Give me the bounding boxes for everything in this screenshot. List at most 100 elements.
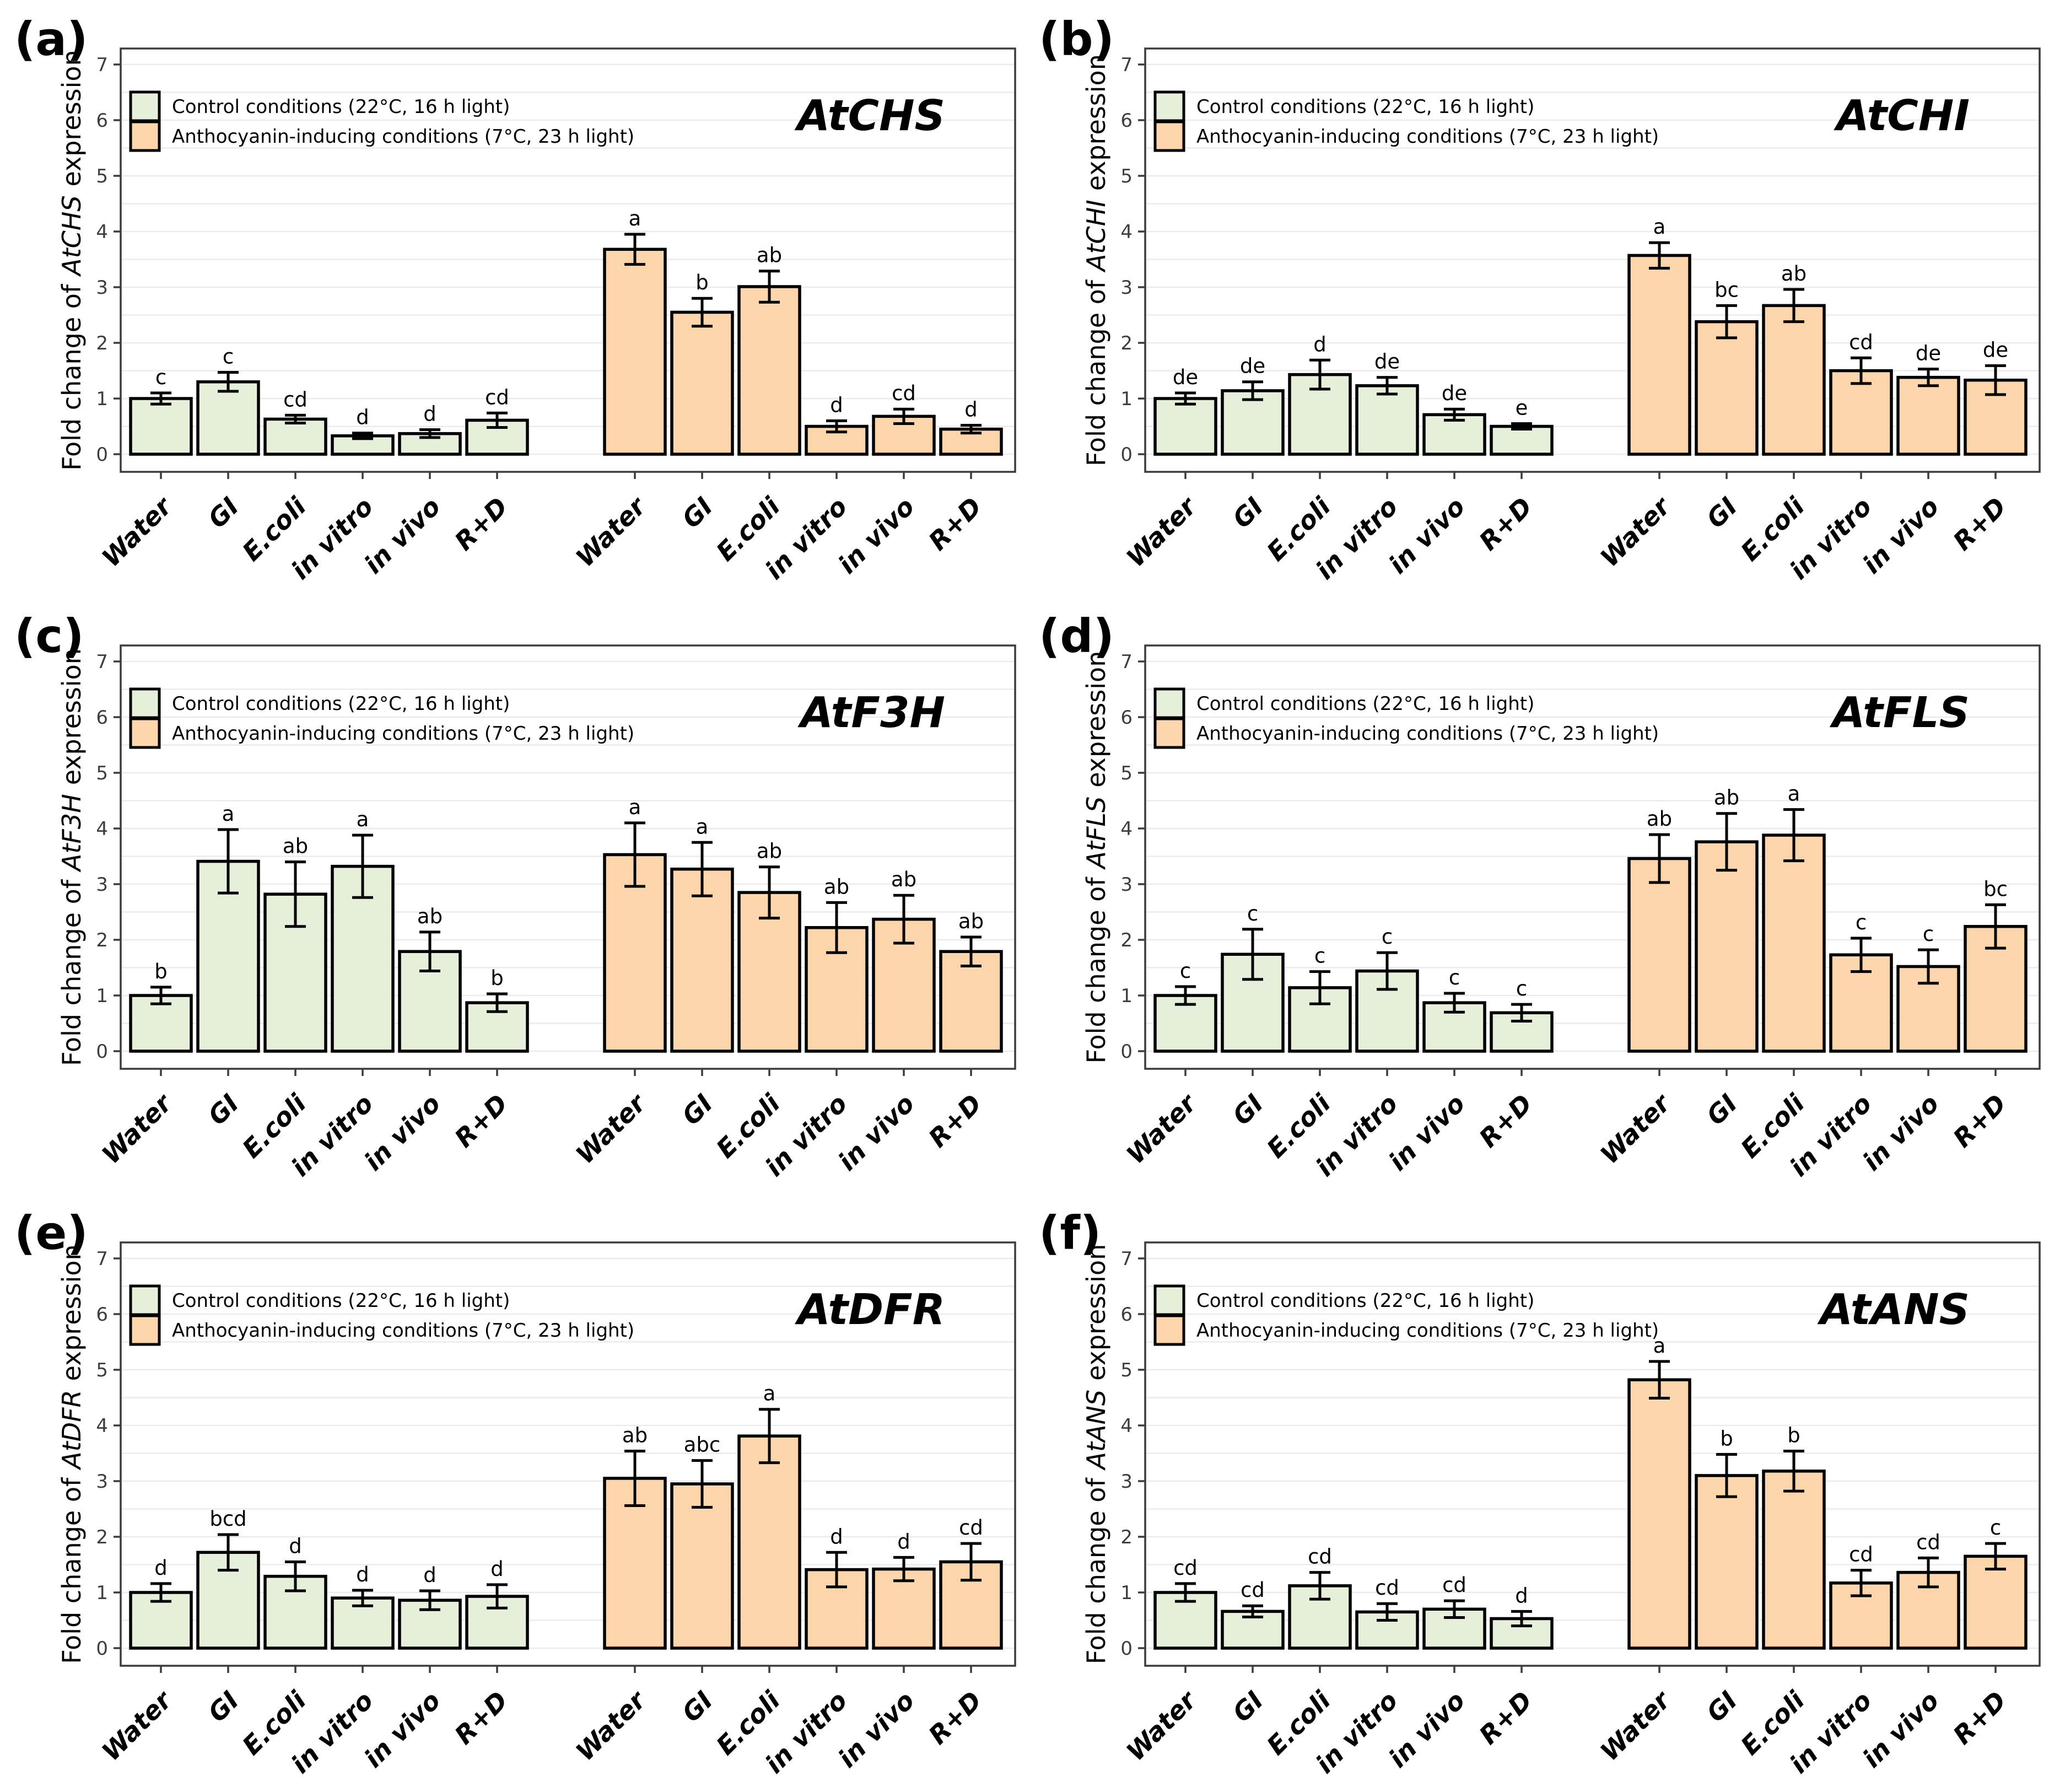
panel-title: AtCHI bbox=[1834, 92, 1970, 141]
sig-letter: d bbox=[964, 397, 978, 421]
bar-control-Water bbox=[129, 397, 193, 456]
y-tick-label: 7 bbox=[1120, 54, 1133, 76]
bar-induced-GI bbox=[1695, 840, 1759, 1053]
y-tick-label: 6 bbox=[96, 1304, 108, 1326]
sig-letter: d bbox=[1515, 1584, 1528, 1607]
legend-swatch-induced bbox=[129, 120, 161, 152]
y-tick-label: 2 bbox=[1120, 332, 1133, 354]
sig-letter: d bbox=[423, 1563, 436, 1587]
bar-control-Water bbox=[1153, 397, 1217, 456]
panel-title: AtDFR bbox=[795, 1285, 945, 1334]
sig-letter: cd bbox=[485, 385, 509, 409]
sig-letter: cd bbox=[959, 1516, 983, 1540]
legend-swatch-induced bbox=[1153, 717, 1185, 749]
panel-letter: (e) bbox=[14, 1206, 88, 1260]
sig-letter: a bbox=[696, 815, 709, 838]
y-axis-label: Fold change ofAtFLSexpression bbox=[1081, 651, 1111, 1064]
bar-induced-Water bbox=[1627, 254, 1691, 456]
sig-letter: cd bbox=[1375, 1576, 1399, 1600]
legend-label-control: Control conditions (22°C, 16 h light) bbox=[172, 693, 510, 715]
sig-letter: ab bbox=[283, 835, 308, 858]
bar-control-in vitro bbox=[1355, 1610, 1419, 1650]
legend-swatch-induced bbox=[1153, 1314, 1185, 1346]
bar-induced-E.coli bbox=[737, 285, 801, 456]
legend-label-induced: Anthocyanin-inducing conditions (7°C, 23… bbox=[172, 1320, 634, 1342]
sig-letter: b bbox=[490, 966, 504, 990]
legend-swatch-control bbox=[129, 1284, 161, 1316]
bar-control-in vitro bbox=[1355, 384, 1419, 456]
sig-letter: de bbox=[1916, 341, 1941, 365]
y-tick-label: 2 bbox=[96, 1526, 108, 1548]
y-tick-label: 5 bbox=[96, 1359, 108, 1381]
y-tick-label: 1 bbox=[1120, 985, 1133, 1007]
axis-frame bbox=[120, 1241, 1016, 1667]
y-tick-label: 5 bbox=[1120, 165, 1133, 187]
y-tick-label: 3 bbox=[1120, 874, 1133, 896]
y-tick-label: 0 bbox=[1120, 1041, 1133, 1063]
sig-letter: b bbox=[695, 271, 709, 294]
y-tick-label: 0 bbox=[96, 444, 108, 466]
bar-induced-GI bbox=[1695, 320, 1759, 456]
panel-background bbox=[0, 597, 1024, 1194]
sig-letter: c bbox=[155, 365, 166, 389]
axis-frame bbox=[120, 47, 1016, 473]
y-tick-label: 6 bbox=[1120, 707, 1133, 729]
axis-frame bbox=[1144, 1241, 2041, 1667]
sig-letter: d bbox=[423, 402, 436, 426]
sig-letter: a bbox=[1653, 215, 1666, 239]
sig-letter: cd bbox=[892, 381, 916, 405]
sig-letter: c bbox=[223, 345, 234, 369]
panel-letter: (c) bbox=[14, 609, 84, 663]
sig-letter: cd bbox=[1849, 1543, 1873, 1567]
bar-induced-in vivo bbox=[872, 1567, 936, 1650]
bar-induced-GI bbox=[670, 310, 734, 456]
panel-title: AtF3H bbox=[797, 688, 945, 738]
legend-label-induced: Anthocyanin-inducing conditions (7°C, 23… bbox=[172, 723, 634, 745]
sig-letter: c bbox=[1516, 977, 1527, 1000]
y-axis-label: Fold change ofAtCHSexpression bbox=[57, 50, 87, 470]
sig-letter: de bbox=[1442, 381, 1467, 405]
y-tick-label: 1 bbox=[96, 1582, 108, 1604]
sig-letter: c bbox=[1923, 922, 1934, 946]
sig-letter: ab bbox=[757, 840, 782, 863]
legend-swatch-control bbox=[129, 90, 161, 122]
sig-letter: d bbox=[154, 1556, 168, 1580]
panel-background bbox=[1024, 1194, 2049, 1791]
y-tick-label: 1 bbox=[1120, 388, 1133, 410]
legend-swatch-control bbox=[1153, 1284, 1185, 1316]
bar-induced-E.coli bbox=[1762, 1470, 1826, 1650]
y-tick-label: 7 bbox=[96, 651, 108, 673]
y-tick-label: 0 bbox=[96, 1638, 108, 1660]
panel-d: c c c c c c ab ab a c c bc 0 1 2 3 4 5 6 7 Water GI E.coli in v… bbox=[1024, 597, 2049, 1194]
sig-letter: a bbox=[629, 795, 641, 819]
panel-a: c c cd d d cd a b ab d cd d 0 1 2 3 4 5 6 7 Water GI E.coli in … bbox=[0, 0, 1024, 597]
legend-label-control: Control conditions (22°C, 16 h light) bbox=[1196, 1290, 1534, 1312]
legend-label-control: Control conditions (22°C, 16 h light) bbox=[172, 96, 510, 118]
sig-letter: cd bbox=[1849, 330, 1873, 354]
y-tick-label: 0 bbox=[1120, 1638, 1133, 1660]
sig-letter: a bbox=[1653, 1334, 1666, 1358]
bar-control-R+D bbox=[465, 1595, 529, 1650]
y-tick-label: 6 bbox=[1120, 110, 1133, 132]
legend-swatch-induced bbox=[129, 1314, 161, 1346]
sig-letter: c bbox=[1990, 1516, 2001, 1540]
sig-letter: ab bbox=[622, 1423, 648, 1447]
sig-letter: ab bbox=[757, 244, 782, 267]
sig-letter: cd bbox=[1916, 1530, 1940, 1554]
legend-label-induced: Anthocyanin-inducing conditions (7°C, 23… bbox=[1196, 1320, 1659, 1342]
axis-frame bbox=[1144, 644, 2041, 1070]
y-axis-label: Fold change ofAtANSexpression bbox=[1081, 1244, 1111, 1665]
bar-induced-in vivo bbox=[1896, 375, 1960, 456]
sig-letter: de bbox=[1240, 354, 1265, 378]
legend-swatch-induced bbox=[129, 717, 161, 749]
y-tick-label: 4 bbox=[1120, 818, 1133, 840]
sig-letter: ab bbox=[1647, 807, 1672, 831]
y-tick-label: 2 bbox=[1120, 929, 1133, 951]
panel-c: b a ab a ab b a a ab ab ab ab 0 1 2 3 4 5 6 7 Water GI E.coli i… bbox=[0, 597, 1024, 1194]
legend-swatch-control bbox=[1153, 90, 1185, 122]
